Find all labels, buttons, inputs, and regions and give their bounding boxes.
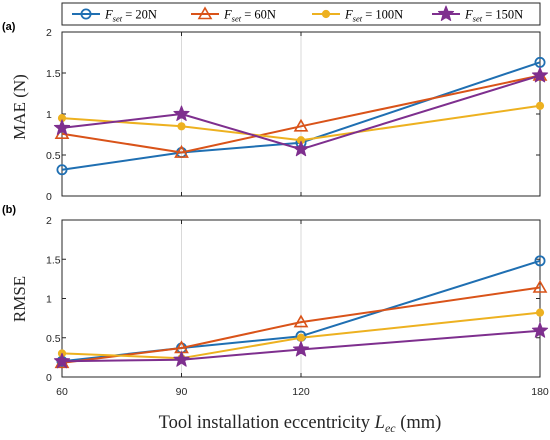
y-tick-label: 1 <box>46 109 52 121</box>
legend-value: = 100N <box>362 8 403 22</box>
legend-symbol: F <box>223 8 232 22</box>
x-axis-label-text: Tool installation eccentricity <box>159 413 371 433</box>
plot-area-a: 0 0.5 1 1.5 2 <box>46 27 549 203</box>
legend-marker <box>437 5 455 21</box>
x-tick-label: 180 <box>531 386 549 398</box>
legend-symbol: F <box>464 8 473 22</box>
data-point <box>173 351 190 367</box>
series-line <box>61 311 541 360</box>
y-tick-label: 1.5 <box>46 254 61 266</box>
series-F150 <box>53 67 549 157</box>
y-tick-label: 1.5 <box>46 68 61 80</box>
data-point <box>534 56 546 68</box>
x-tick-label: 120 <box>292 386 310 398</box>
x-axis-label: Tool installation eccentricity Lec (mm) <box>159 413 442 435</box>
legend-symbol: F <box>344 8 353 22</box>
legend-subscript: set <box>113 14 123 24</box>
legend-entry: Fset = 100N <box>312 8 403 24</box>
x-axis-label-subscript: ec <box>385 421 396 435</box>
data-point <box>53 352 71 369</box>
legend-entry: Fset = 60N <box>191 6 276 24</box>
legend-entry: Fset = 20N <box>72 8 157 24</box>
y-tick-label: 0 <box>46 372 52 384</box>
data-point <box>296 333 306 342</box>
legend-label: Fset = 20N <box>104 8 157 24</box>
legend-value: = 20N <box>122 8 157 22</box>
legend-label: Fset = 60N <box>223 8 276 24</box>
legend-entry: Fset = 150N <box>432 5 523 24</box>
data-point <box>293 314 309 328</box>
data-point <box>534 255 546 267</box>
data-point <box>531 67 549 83</box>
data-point <box>292 341 310 357</box>
series-F100 <box>57 101 545 145</box>
y-tick-label: 0.5 <box>46 333 61 345</box>
legend-subscript: set <box>232 14 242 24</box>
legend-label: Fset = 150N <box>464 8 523 24</box>
series-line <box>61 104 541 142</box>
plot-area-b: 0 0.5 1 1.5 2 60 90 120 180 <box>46 215 549 398</box>
legend-value: = 60N <box>241 8 276 22</box>
data-point <box>173 105 190 121</box>
series-F150 <box>53 322 549 369</box>
panel-label-b: (b) <box>2 204 16 216</box>
legend-label: Fset = 100N <box>344 8 403 24</box>
y-tick-label: 0.5 <box>46 150 61 162</box>
data-point <box>292 140 310 157</box>
data-point <box>53 119 71 135</box>
legend-marker <box>80 8 92 20</box>
data-point <box>531 322 549 338</box>
x-tick-label: 60 <box>56 386 68 398</box>
legend-marker <box>197 6 213 20</box>
panel-a: (a) MAE (N) 0 0.5 1 1.5 2 <box>2 21 549 203</box>
x-axis-label-unit: (mm) <box>396 413 442 433</box>
series-line <box>61 329 541 363</box>
y-tick-label: 2 <box>46 27 52 39</box>
legend: Fset = 20N Fset = 60N Fset = 100N Fset = 15… <box>61 2 541 26</box>
y-tick-label: 1 <box>46 294 52 306</box>
legend-marker <box>321 9 331 19</box>
data-point <box>532 279 548 293</box>
legend-value: = 150N <box>482 8 523 22</box>
legend-symbol: F <box>104 8 113 22</box>
y-tick-label: 2 <box>46 215 52 227</box>
x-axis-label-symbol: L <box>374 413 385 433</box>
series-line <box>61 74 541 154</box>
legend-subscript: set <box>473 14 483 24</box>
y-tick-label: 0 <box>46 191 52 203</box>
data-point <box>535 101 545 110</box>
ylabel-b: RMSE <box>10 276 29 322</box>
panel-b: (b) RMSE 0 0.5 1 1.5 2 60 90 120 180 <box>2 204 549 398</box>
data-point <box>535 308 545 317</box>
x-tick-label: 90 <box>176 386 188 398</box>
legend-items: Fset = 20N Fset = 60N Fset = 100N Fset = 15… <box>72 5 523 24</box>
panel-label-a: (a) <box>2 21 16 33</box>
legend-box <box>61 2 541 26</box>
data-point <box>56 164 68 176</box>
ylabel-a: MAE (N) <box>10 74 29 140</box>
data-point <box>293 118 309 132</box>
series-line <box>61 61 541 171</box>
data-point <box>174 144 189 158</box>
series-line <box>61 74 541 151</box>
legend-subscript: set <box>353 14 363 24</box>
data-point <box>177 122 186 131</box>
